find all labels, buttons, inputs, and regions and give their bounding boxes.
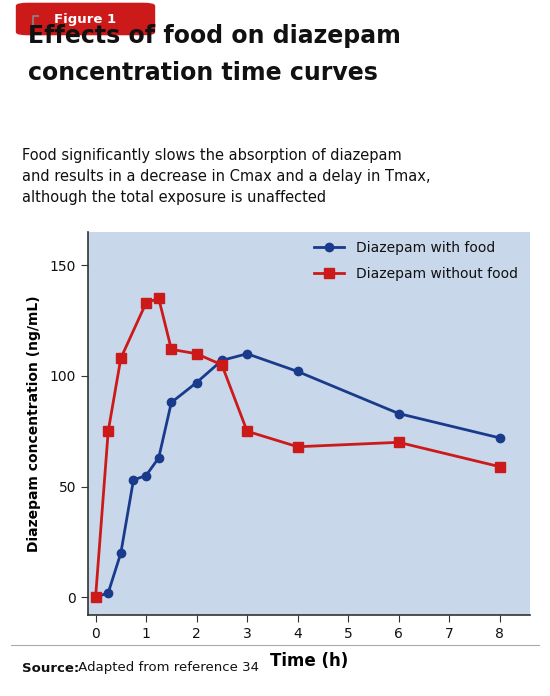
- Diazepam without food: [105, 427, 112, 436]
- Diazepam with food: [218, 356, 225, 365]
- Diazepam with food: [244, 349, 250, 358]
- Text: Adapted from reference 34: Adapted from reference 34: [74, 661, 259, 674]
- Diazepam without food: [218, 361, 225, 369]
- Text: Food significantly slows the absorption of diazepam
and results in a decrease in: Food significantly slows the absorption …: [22, 148, 431, 205]
- Line: Diazepam with food: Diazepam with food: [91, 349, 504, 601]
- Diazepam with food: [497, 434, 503, 442]
- Diazepam without food: [143, 299, 150, 307]
- Diazepam with food: [118, 549, 124, 557]
- Diazepam with food: [130, 476, 137, 484]
- Diazepam with food: [156, 454, 162, 462]
- FancyBboxPatch shape: [16, 3, 155, 35]
- Y-axis label: Diazepam concentration (ng/mL): Diazepam concentration (ng/mL): [28, 295, 41, 552]
- Line: Diazepam without food: Diazepam without food: [91, 294, 504, 602]
- Diazepam without food: [118, 354, 124, 363]
- Text: Source:: Source:: [22, 661, 79, 674]
- Diazepam without food: [395, 438, 402, 447]
- Diazepam with food: [168, 398, 175, 406]
- Text: Effects of food on diazepam: Effects of food on diazepam: [28, 24, 400, 48]
- Diazepam without food: [294, 443, 301, 451]
- Diazepam with food: [193, 379, 200, 387]
- Text: concentration time curves: concentration time curves: [28, 61, 377, 85]
- Diazepam with food: [105, 589, 112, 597]
- Diazepam without food: [497, 463, 503, 471]
- Diazepam without food: [168, 345, 175, 354]
- Diazepam without food: [193, 349, 200, 358]
- Legend: Diazepam with food, Diazepam without food: Diazepam with food, Diazepam without foo…: [309, 235, 523, 287]
- Text: Figure 1: Figure 1: [54, 13, 117, 26]
- Diazepam without food: [244, 427, 250, 436]
- Diazepam without food: [92, 593, 99, 601]
- Diazepam without food: [156, 294, 162, 303]
- Diazepam with food: [143, 471, 150, 480]
- Text: Figure 1: Figure 1: [54, 13, 117, 26]
- X-axis label: Time (h): Time (h): [270, 652, 348, 670]
- Diazepam with food: [92, 593, 99, 601]
- Diazepam with food: [395, 409, 402, 418]
- Diazepam with food: [294, 367, 301, 376]
